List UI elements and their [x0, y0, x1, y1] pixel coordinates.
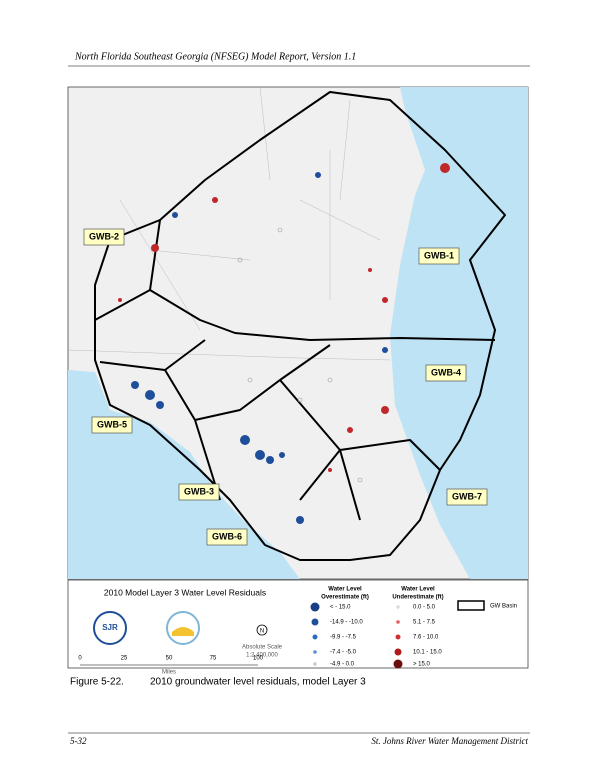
- legend-item: 10.1 - 15.0: [413, 650, 442, 656]
- legend: 2010 Model Layer 3 Water Level Residuals…: [67, 579, 529, 676]
- scale-tick: 100: [253, 656, 264, 662]
- legend-heading: Water Level: [328, 587, 362, 593]
- north-arrow: N: [260, 629, 264, 635]
- basin-label: GWB-1: [424, 250, 454, 260]
- basin-label: GWB-4: [431, 367, 461, 377]
- header-title: North Florida Southeast Georgia (NFSEG) …: [74, 51, 356, 62]
- legend-item: 5.1 - 7.5: [413, 620, 436, 626]
- basin-label: GWB-3: [184, 486, 214, 496]
- scale-tick: 0: [78, 656, 82, 662]
- basin-label: GWB-7: [452, 491, 482, 501]
- scale-tick: 25: [121, 656, 128, 662]
- logo-text: SJR: [102, 623, 118, 632]
- legend-item: -7.4 - -5.0: [330, 650, 357, 656]
- scale-tick: 50: [166, 656, 173, 662]
- basin-label: GWB-5: [97, 419, 127, 429]
- basin-label: GWB-6: [212, 531, 242, 541]
- basin-label: GWB-2: [89, 231, 119, 241]
- scale-unit: Miles: [162, 670, 176, 676]
- footer-org: St. Johns River Water Management Distric…: [371, 736, 528, 746]
- legend-title: 2010 Model Layer 3 Water Level Residuals: [104, 587, 266, 597]
- caption-text: 2010 groundwater level residuals, model …: [150, 677, 366, 688]
- caption-number: Figure 5-22.: [70, 677, 124, 688]
- scale-ratio: 1:2,400,000: [246, 653, 278, 659]
- legend-item: > 15.0: [413, 662, 431, 668]
- legend-item: -4.9 - 0.0: [330, 662, 355, 668]
- legend-item: -9.9 - -7.5: [330, 635, 357, 641]
- legend-heading: Underestimate (ft): [392, 595, 443, 601]
- legend-item: 0.0 - 5.0: [413, 605, 436, 611]
- footer-page: 5-32: [70, 736, 87, 746]
- legend-basin: GW Basin: [490, 604, 517, 610]
- legend-item: -14.9 - -10.0: [330, 620, 363, 626]
- scale-tick: 75: [210, 656, 217, 662]
- legend-heading: Water Level: [401, 587, 435, 593]
- basin-label-boxes: [83, 228, 488, 546]
- legend-item: < - 15.0: [330, 605, 351, 611]
- scale-absolute: Absolute Scale: [242, 645, 283, 651]
- legend-heading: Overestimate (ft): [321, 595, 369, 601]
- legend-item: 7.6 - 10.0: [413, 635, 439, 641]
